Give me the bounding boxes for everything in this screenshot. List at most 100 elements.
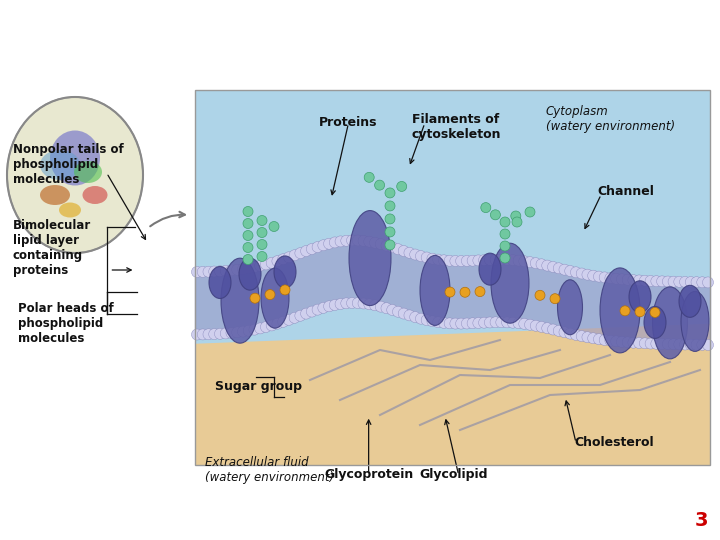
Ellipse shape bbox=[681, 292, 709, 352]
Ellipse shape bbox=[40, 185, 70, 205]
Circle shape bbox=[306, 306, 318, 317]
Circle shape bbox=[421, 315, 432, 326]
Circle shape bbox=[341, 298, 352, 309]
Circle shape bbox=[243, 242, 253, 253]
Circle shape bbox=[508, 317, 518, 328]
Circle shape bbox=[668, 276, 679, 287]
Circle shape bbox=[232, 264, 243, 275]
Circle shape bbox=[433, 316, 444, 328]
Circle shape bbox=[525, 207, 535, 217]
Ellipse shape bbox=[679, 285, 701, 318]
Circle shape bbox=[323, 238, 335, 249]
Circle shape bbox=[289, 249, 300, 261]
Circle shape bbox=[197, 266, 208, 278]
Circle shape bbox=[364, 172, 374, 183]
Circle shape bbox=[284, 252, 294, 263]
Circle shape bbox=[381, 303, 392, 314]
Circle shape bbox=[385, 188, 395, 198]
Circle shape bbox=[450, 255, 461, 266]
Circle shape bbox=[502, 317, 513, 328]
Circle shape bbox=[467, 318, 478, 329]
Circle shape bbox=[622, 274, 633, 285]
Circle shape bbox=[203, 266, 214, 277]
Circle shape bbox=[564, 328, 576, 339]
Circle shape bbox=[462, 255, 472, 266]
Circle shape bbox=[490, 254, 501, 265]
Circle shape bbox=[634, 275, 644, 286]
Circle shape bbox=[508, 254, 518, 266]
Circle shape bbox=[385, 227, 395, 237]
Text: Bimolecular
lipid layer
containing
proteins: Bimolecular lipid layer containing prote… bbox=[13, 219, 91, 278]
Circle shape bbox=[278, 254, 289, 265]
Circle shape bbox=[445, 287, 455, 297]
Circle shape bbox=[576, 330, 588, 342]
Circle shape bbox=[220, 328, 231, 339]
Circle shape bbox=[651, 338, 662, 349]
Ellipse shape bbox=[83, 186, 107, 204]
Circle shape bbox=[250, 293, 260, 303]
Text: Glycolipid: Glycolipid bbox=[419, 468, 488, 481]
Circle shape bbox=[500, 217, 510, 227]
Circle shape bbox=[691, 276, 702, 288]
Text: Polar heads of
phospholipid
molecules: Polar heads of phospholipid molecules bbox=[18, 302, 114, 346]
Circle shape bbox=[513, 318, 524, 329]
Circle shape bbox=[433, 254, 444, 265]
Circle shape bbox=[438, 255, 449, 266]
Circle shape bbox=[358, 235, 369, 246]
Circle shape bbox=[238, 264, 248, 274]
Circle shape bbox=[460, 287, 470, 297]
Circle shape bbox=[335, 236, 346, 247]
Circle shape bbox=[462, 318, 472, 329]
Ellipse shape bbox=[491, 243, 529, 323]
Circle shape bbox=[553, 326, 564, 336]
Circle shape bbox=[238, 326, 248, 337]
Circle shape bbox=[352, 298, 364, 308]
Circle shape bbox=[496, 254, 507, 265]
Circle shape bbox=[481, 202, 491, 213]
Circle shape bbox=[312, 241, 323, 253]
Circle shape bbox=[662, 339, 673, 349]
Circle shape bbox=[364, 299, 374, 310]
Circle shape bbox=[634, 338, 644, 348]
Circle shape bbox=[387, 242, 397, 253]
Circle shape bbox=[261, 259, 271, 270]
Circle shape bbox=[450, 318, 461, 329]
Circle shape bbox=[576, 268, 588, 279]
Circle shape bbox=[398, 308, 409, 319]
Circle shape bbox=[628, 337, 639, 348]
Circle shape bbox=[375, 301, 386, 312]
Ellipse shape bbox=[261, 268, 289, 328]
Circle shape bbox=[536, 321, 547, 333]
Circle shape bbox=[243, 254, 253, 265]
Circle shape bbox=[335, 299, 346, 309]
Circle shape bbox=[226, 265, 237, 276]
Circle shape bbox=[685, 339, 696, 350]
Text: Cholesterol: Cholesterol bbox=[575, 436, 654, 449]
Circle shape bbox=[582, 269, 593, 280]
Circle shape bbox=[485, 254, 495, 265]
Circle shape bbox=[467, 255, 478, 266]
Circle shape bbox=[197, 329, 208, 340]
Circle shape bbox=[369, 300, 380, 311]
Circle shape bbox=[289, 312, 300, 323]
Text: Glycoprotein: Glycoprotein bbox=[324, 468, 413, 481]
Circle shape bbox=[215, 266, 225, 276]
Circle shape bbox=[265, 289, 275, 300]
Circle shape bbox=[226, 327, 237, 339]
Circle shape bbox=[662, 276, 673, 287]
Circle shape bbox=[397, 181, 407, 192]
Circle shape bbox=[266, 258, 277, 268]
Circle shape bbox=[257, 252, 267, 261]
Text: Sugar group: Sugar group bbox=[215, 380, 302, 393]
Circle shape bbox=[605, 273, 616, 284]
Ellipse shape bbox=[652, 287, 688, 359]
Circle shape bbox=[415, 251, 426, 261]
Circle shape bbox=[588, 270, 598, 281]
Circle shape bbox=[490, 210, 500, 220]
Circle shape bbox=[496, 317, 507, 328]
Circle shape bbox=[374, 180, 384, 190]
Circle shape bbox=[220, 265, 231, 276]
Circle shape bbox=[272, 318, 283, 329]
Circle shape bbox=[215, 328, 225, 339]
Circle shape bbox=[300, 246, 312, 256]
